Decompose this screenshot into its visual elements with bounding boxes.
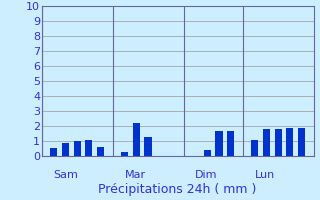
Text: Précipitations 24h ( mm ): Précipitations 24h ( mm ) bbox=[99, 183, 257, 196]
Bar bbox=[121, 152, 128, 156]
Bar bbox=[97, 147, 104, 156]
Bar bbox=[145, 137, 152, 156]
Text: Lun: Lun bbox=[254, 170, 275, 180]
Bar bbox=[227, 130, 234, 156]
Bar bbox=[133, 123, 140, 156]
Bar bbox=[275, 129, 282, 156]
Bar bbox=[251, 140, 258, 156]
Bar bbox=[263, 129, 270, 156]
Bar bbox=[215, 130, 222, 156]
Bar bbox=[50, 148, 57, 156]
Bar bbox=[286, 128, 293, 156]
Text: Mar: Mar bbox=[124, 170, 146, 180]
Bar bbox=[85, 140, 92, 156]
Bar bbox=[298, 128, 305, 156]
Text: Dim: Dim bbox=[195, 170, 218, 180]
Bar bbox=[62, 143, 69, 156]
Text: Sam: Sam bbox=[53, 170, 78, 180]
Bar bbox=[74, 141, 81, 156]
Bar bbox=[204, 150, 211, 156]
